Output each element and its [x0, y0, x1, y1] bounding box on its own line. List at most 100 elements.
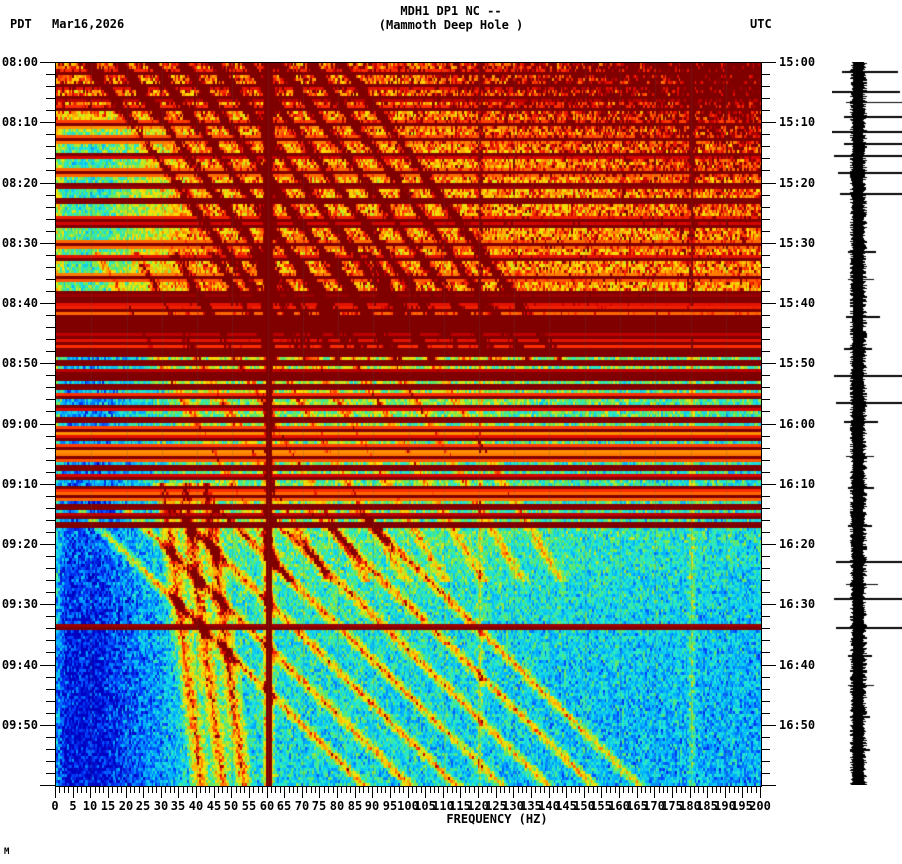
page-subtitle: (Mammoth Deep Hole )	[378, 18, 524, 32]
header-timezone-left: PDT	[10, 17, 32, 31]
time-tick-minor	[46, 339, 55, 340]
time-tick-minor	[761, 472, 770, 473]
time-tick-minor	[761, 761, 770, 762]
freq-tick-label: 165	[626, 799, 648, 813]
time-tick-label: 08:00	[1, 55, 38, 69]
time-tick-major	[40, 484, 55, 485]
freq-tick-minor	[535, 786, 536, 793]
freq-tick-minor	[240, 786, 241, 793]
time-tick-label: 16:00	[779, 417, 816, 431]
time-tick-major	[40, 665, 55, 666]
time-tick-minor	[761, 231, 770, 232]
freq-tick-label: 125	[485, 799, 507, 813]
time-tick-minor	[761, 749, 770, 750]
time-tick-minor	[761, 279, 770, 280]
freq-tick-label: 15	[100, 799, 116, 813]
time-tick-minor	[46, 689, 55, 690]
freq-tick-minor	[121, 786, 122, 793]
time-tick-major	[761, 424, 776, 425]
time-tick-major	[761, 363, 776, 364]
freq-tick-minor	[562, 786, 563, 793]
freq-tick-major	[637, 786, 638, 798]
freq-tick-label: 75	[311, 799, 327, 813]
time-tick-minor	[46, 472, 55, 473]
freq-tick-minor	[597, 786, 598, 793]
freq-tick-major	[90, 786, 91, 798]
freq-tick-minor	[200, 786, 201, 793]
freq-tick-minor	[610, 786, 611, 793]
freq-tick-minor	[222, 786, 223, 793]
time-tick-minor	[761, 677, 770, 678]
time-tick-minor	[761, 689, 770, 690]
freq-tick-label: 35	[170, 799, 186, 813]
freq-tick-minor	[712, 786, 713, 793]
time-tick-minor	[46, 677, 55, 678]
freq-tick-minor	[540, 786, 541, 793]
freq-tick-minor	[412, 786, 413, 793]
spectrogram-canvas	[56, 63, 761, 786]
time-tick-minor	[761, 207, 770, 208]
freq-tick-minor	[359, 786, 360, 793]
freq-tick-major	[337, 786, 338, 798]
time-tick-minor	[761, 351, 770, 352]
freq-tick-minor	[667, 786, 668, 793]
freq-tick-minor	[117, 786, 118, 793]
spectrogram-plot[interactable]	[55, 62, 762, 787]
freq-tick-minor	[751, 786, 752, 793]
freq-tick-major	[742, 786, 743, 798]
freq-tick-minor	[452, 786, 453, 793]
time-tick-minor	[761, 134, 770, 135]
time-tick-minor	[46, 255, 55, 256]
time-tick-label: 09:00	[1, 417, 38, 431]
freq-tick-minor	[606, 786, 607, 793]
freq-tick-minor	[174, 786, 175, 793]
time-tick-major	[40, 183, 55, 184]
freq-tick-minor	[99, 786, 100, 793]
freq-tick-minor	[650, 786, 651, 793]
time-tick-minor	[46, 86, 55, 87]
freq-tick-minor	[192, 786, 193, 793]
freq-tick-minor	[703, 786, 704, 793]
freq-tick-major	[672, 786, 673, 798]
time-tick-minor	[761, 375, 770, 376]
freq-tick-major	[690, 786, 691, 798]
freq-tick-minor	[64, 786, 65, 793]
freq-tick-minor	[685, 786, 686, 793]
time-tick-minor	[761, 616, 770, 617]
time-tick-minor	[46, 207, 55, 208]
freq-tick-label: 140	[538, 799, 560, 813]
freq-tick-minor	[663, 786, 664, 793]
freq-tick-major	[178, 786, 179, 798]
freq-tick-label: 145	[555, 799, 577, 813]
freq-tick-label: 60	[259, 799, 275, 813]
freq-tick-minor	[588, 786, 589, 793]
time-tick-minor	[46, 231, 55, 232]
seismogram-trace-canvas	[832, 62, 902, 785]
time-tick-label: 09:10	[1, 477, 38, 491]
freq-tick-major	[73, 786, 74, 798]
freq-tick-minor	[544, 786, 545, 793]
freq-tick-major	[601, 786, 602, 798]
time-tick-minor	[761, 436, 770, 437]
time-tick-minor	[761, 448, 770, 449]
time-tick-major	[761, 785, 776, 786]
freq-tick-major	[584, 786, 585, 798]
freq-tick-minor	[134, 786, 135, 793]
freq-tick-label: 190	[714, 799, 736, 813]
time-tick-minor	[46, 375, 55, 376]
freq-tick-minor	[81, 786, 82, 793]
time-tick-minor	[46, 496, 55, 497]
seismogram-trace-panel[interactable]	[832, 62, 902, 785]
freq-tick-label: 40	[188, 799, 204, 813]
freq-tick-major	[126, 786, 127, 798]
freq-tick-minor	[130, 786, 131, 793]
freq-tick-minor	[333, 786, 334, 793]
freq-tick-minor	[385, 786, 386, 793]
time-tick-minor	[46, 640, 55, 641]
freq-tick-major	[425, 786, 426, 798]
freq-tick-minor	[95, 786, 96, 793]
freq-tick-minor	[756, 786, 757, 793]
freq-tick-major	[355, 786, 356, 798]
freq-tick-minor	[156, 786, 157, 793]
time-tick-label: 08:10	[1, 115, 38, 129]
